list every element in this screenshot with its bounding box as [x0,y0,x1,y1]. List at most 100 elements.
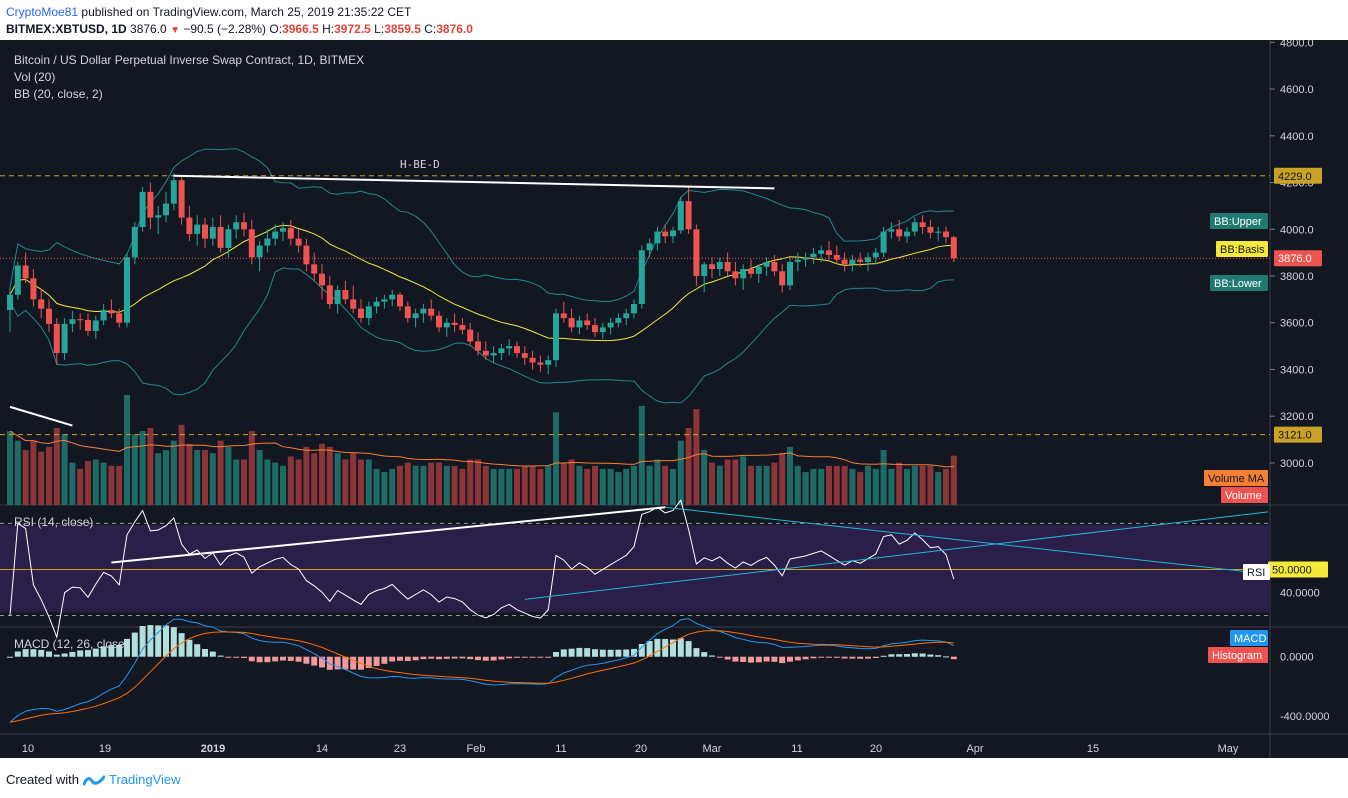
macd-tag-bg [1230,630,1268,646]
volume-bar [872,468,879,505]
candle-body [475,341,481,351]
candle-body [443,322,450,328]
price-tick-label: 4400.0 [1280,131,1314,143]
histogram-bar [748,656,754,663]
volume-bar [186,443,193,505]
histogram-bar [865,656,871,659]
histogram-bar [116,645,123,657]
histogram-bar [724,656,731,660]
candle-body [709,264,715,269]
candle-body [553,313,559,361]
volume-bar [576,465,583,505]
tradingview-brand[interactable]: TradingView [108,772,181,787]
volume-bar [326,446,333,505]
candle-body [124,257,130,323]
volume-bar [116,465,123,505]
candle-body [69,319,76,324]
time-tick-label: 2019 [201,743,225,755]
histogram-bar [108,645,115,657]
histogram-bar [911,653,918,657]
histogram-bar [857,656,864,659]
level-tag-4229: 4229.0 [1278,171,1312,183]
candle-body [85,319,91,331]
price-axis-background [1270,40,1348,758]
candle-body [131,226,138,258]
histogram-bar [919,653,926,657]
candle-body [568,318,575,328]
histogram-bar [638,644,645,657]
candle-body [295,238,302,246]
candle-body [287,228,294,239]
histogram-bar [287,656,294,661]
volume-tag: Volume [1225,490,1262,502]
candle-body [303,245,310,265]
chart-canvas[interactable]: 4800.04600.04400.04200.04000.03800.03600… [0,40,1348,766]
candle-body [155,215,162,218]
candle-body [896,229,903,237]
volume-bar [599,468,606,505]
candle-body [53,323,60,354]
histogram-bar [771,656,778,662]
volume-bar [560,462,567,505]
time-tick-label: 14 [316,743,328,755]
candle-body [482,350,489,356]
low-label: L: [374,22,385,36]
candle-body [771,262,778,272]
volume-bar [139,431,146,505]
histogram-bar [521,656,528,658]
histogram-bar [202,649,208,657]
histogram-bar [342,656,349,670]
volume-bar [381,472,388,505]
symbol-line: BITMEX:XBTUSD, 1D 3876.0 ▼ −90.5 (−2.28%… [6,22,473,36]
volume-bar [732,459,739,505]
volume-bar [92,459,99,505]
volume-bar [911,465,918,505]
histogram-bar [880,655,887,657]
volume-bars [7,395,957,506]
histogram-bar [740,656,747,662]
histogram-bar [841,656,848,659]
publish-line: CryptoMoe81 published on TradingView.com… [6,5,411,19]
macd-pane [7,618,957,723]
candle-body [755,266,762,274]
author-link[interactable]: CryptoMoe81 [6,5,79,19]
histogram-bar [646,641,653,657]
histogram-bar [225,656,232,658]
volume-bar [553,412,559,506]
candle-body [950,237,957,259]
bb-lower-line [9,267,954,404]
macd-tag: MACD [1234,633,1266,645]
volume-bar [779,453,786,505]
volume-bar [311,453,318,505]
symbol: BITMEX:XBTUSD, 1D [6,22,127,36]
volume-bar [334,453,341,505]
histogram-bar [935,655,942,657]
candle-body [280,228,286,232]
histogram-bar [818,656,825,658]
candle-body [241,222,247,230]
histogram-bar [178,633,185,657]
trendline [9,405,73,427]
volume-bar [155,453,162,505]
candle-body [911,222,918,232]
volume-bar [857,472,864,505]
volume-bar [740,456,747,505]
candle-body [802,257,809,260]
published-text: published on TradingView.com, March 25, … [81,5,412,19]
volume-bar [748,465,754,505]
candle-body [677,201,684,231]
candle-body [186,217,193,234]
volume-bar [295,459,302,505]
candle-body [521,353,528,358]
volume-bar [459,468,466,505]
tradingview-logo-icon [82,775,105,785]
volume-bar [147,428,154,505]
histogram-bar [755,656,762,663]
candle-body [654,231,661,244]
candle-body [451,322,458,325]
histogram-bar [373,656,380,666]
close-value: 3876.0 [436,22,473,36]
volume-bar [233,459,240,505]
histogram-bar [46,651,52,657]
macd-line [9,618,954,723]
